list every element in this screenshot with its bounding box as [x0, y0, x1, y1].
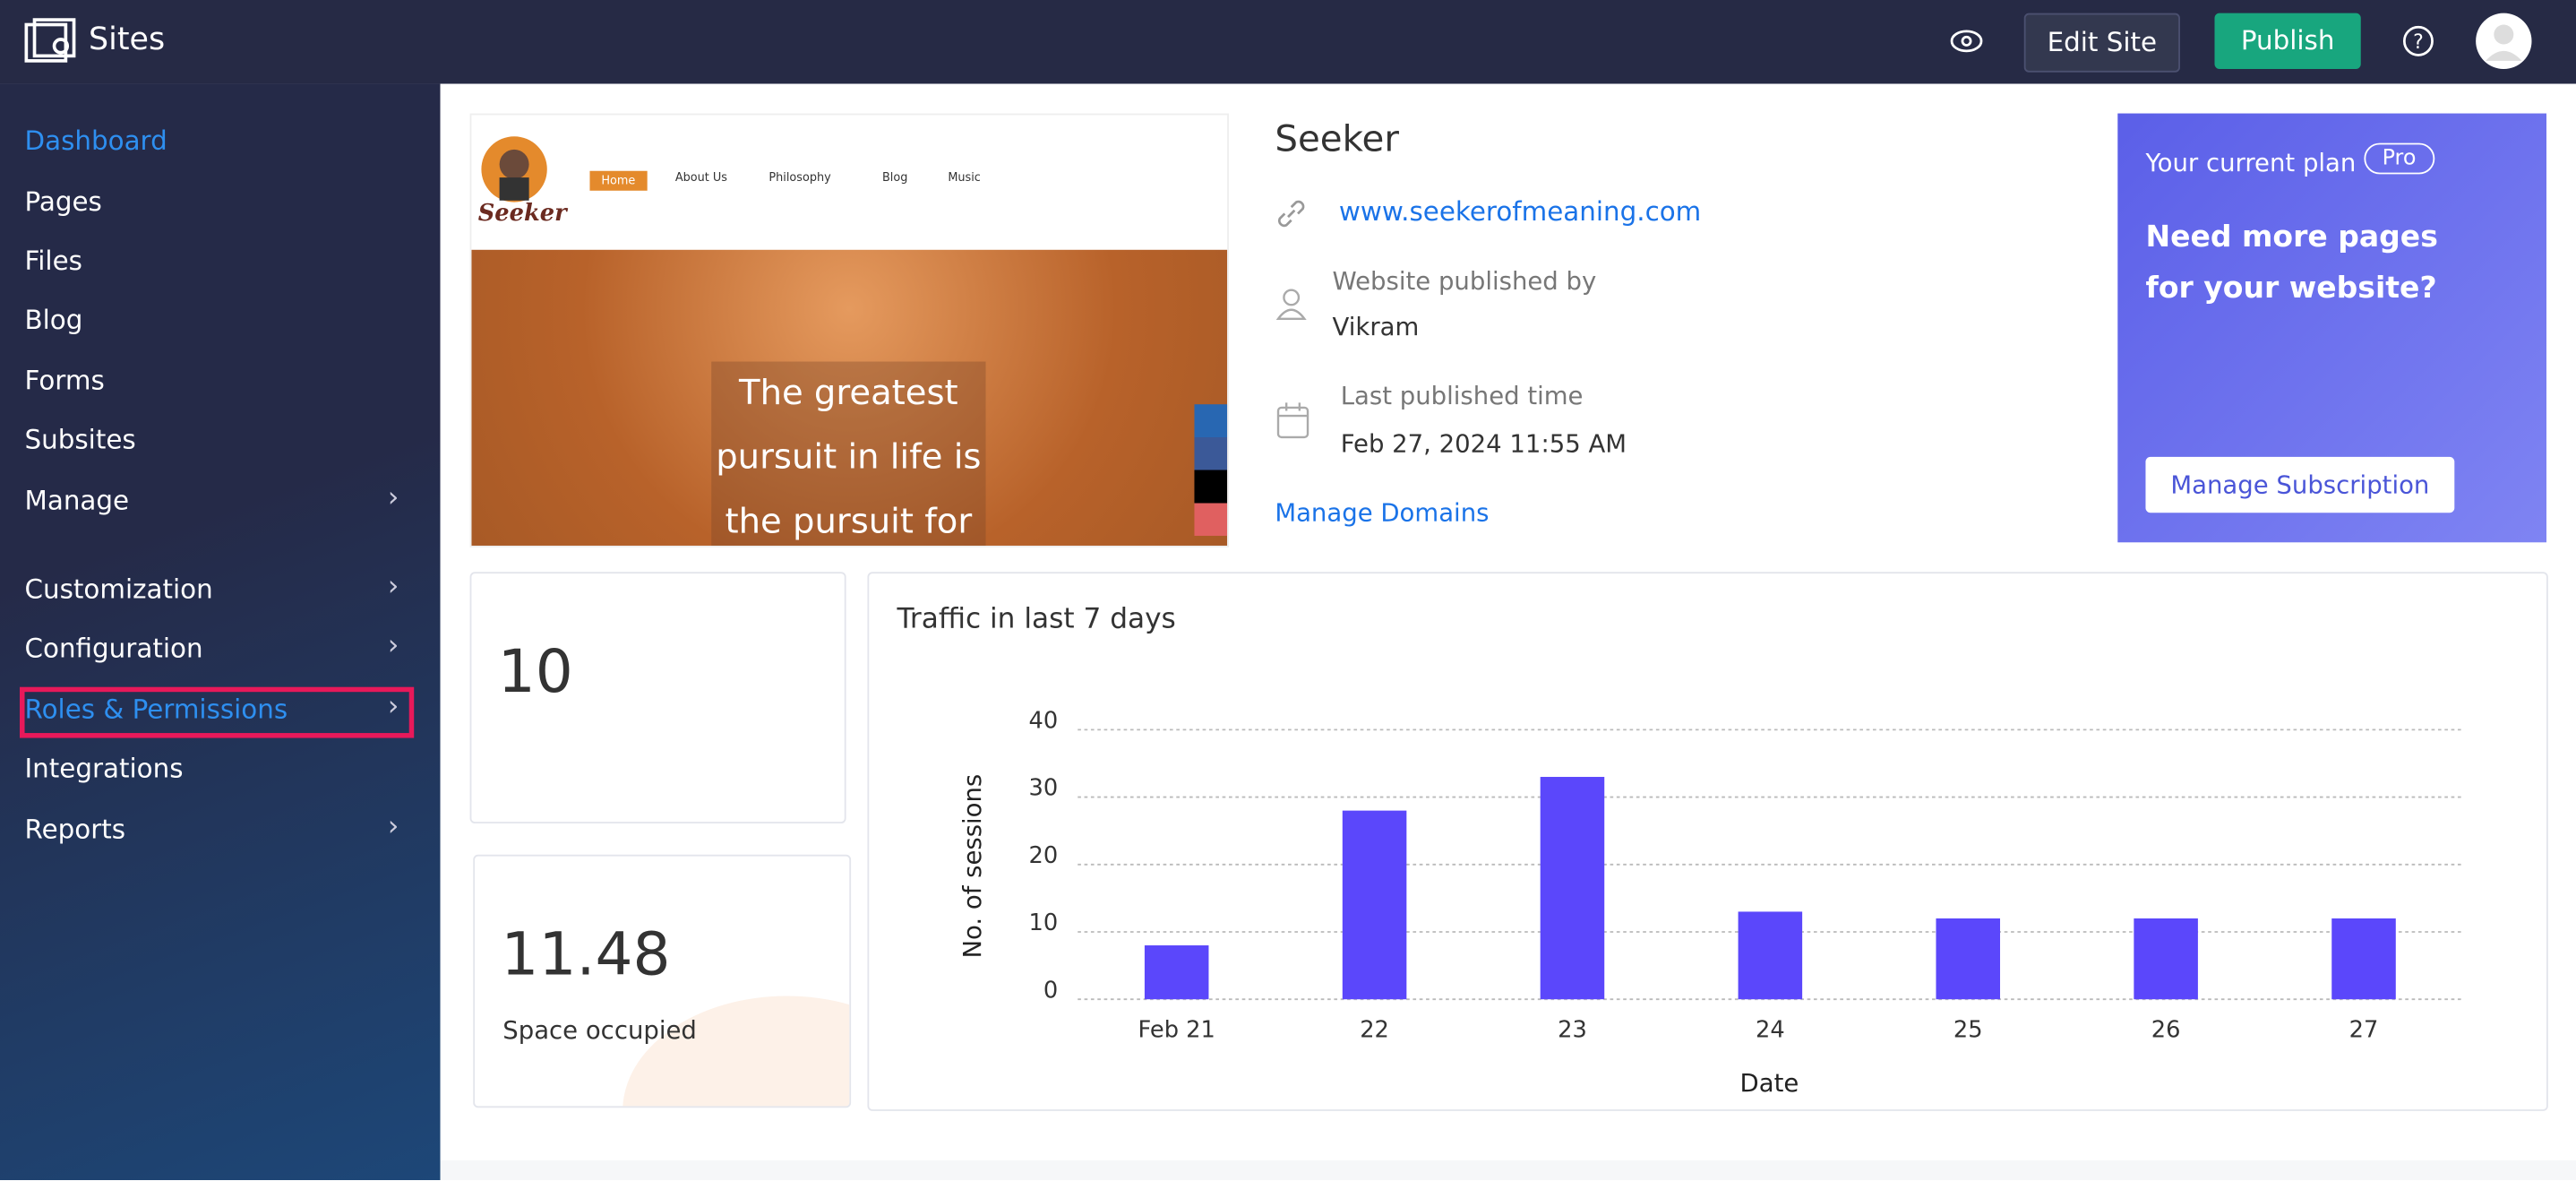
chart: Traffic in last 7 days Date No. of sessi…: [896, 603, 2463, 1098]
nav-item[interactable]: Files: [24, 245, 82, 277]
manage-domains[interactable]: Manage Domains: [1275, 497, 1490, 528]
space-label: Space occupied: [502, 1015, 697, 1046]
space-card: 11.48 Space occupied: [473, 854, 852, 1108]
bar: [1144, 945, 1209, 1000]
chevron: ›: [387, 481, 399, 515]
chart-title: Traffic in last 7 days: [896, 603, 1175, 635]
y-tick-label: 20: [1029, 842, 1059, 869]
pages-count: 10: [497, 639, 573, 707]
y-tick-label: 40: [1029, 708, 1059, 735]
published-by-label: Website published by: [1332, 266, 1597, 297]
nav-item[interactable]: Blog: [24, 304, 83, 336]
nav-item[interactable]: Forms: [24, 365, 105, 397]
nav-item[interactable]: Manage: [24, 485, 130, 516]
nav-item[interactable]: Customization: [24, 573, 213, 605]
nav-item[interactable]: Roles & Permissions: [24, 694, 288, 725]
bar: [1936, 918, 2001, 1000]
preview-menu-item: Blog: [881, 170, 908, 185]
y-tick-label: 30: [1029, 775, 1059, 802]
nav-item[interactable]: Pages: [24, 185, 102, 218]
x-tick-label: 24: [1756, 1016, 1785, 1043]
bar: [2134, 918, 2198, 1000]
site-name: Seeker: [1275, 119, 1399, 161]
avatar[interactable]: [2474, 12, 2533, 71]
bar: [1540, 777, 1605, 1000]
plan-label: Your current plan: [2145, 148, 2357, 178]
logo: [24, 18, 76, 63]
calendar-icon: [1276, 402, 1309, 439]
bar: [2331, 918, 2396, 1000]
y-tick-label: 10: [1029, 909, 1059, 936]
user-icon: [1275, 289, 1307, 321]
x-tick-label: 22: [1360, 1016, 1389, 1043]
x-tick-label: 27: [2349, 1016, 2379, 1043]
preview-menu-item: Philosophy: [769, 170, 831, 185]
plan-card: Your current plan Pro Need more pages fo…: [2117, 113, 2547, 543]
x-tick-label: 25: [1953, 1016, 1983, 1043]
x-tick-label: 23: [1558, 1016, 1587, 1043]
time-label: Last published time: [1340, 381, 1584, 411]
preview-menu-item: About Us: [674, 170, 728, 185]
pages-card: 10: [469, 572, 846, 823]
plan-tier: Pro: [2364, 142, 2434, 175]
nav-item[interactable]: Integrations: [24, 753, 184, 784]
nav-item[interactable]: Configuration: [24, 633, 203, 665]
preview-logo-text: Seeker: [477, 200, 567, 228]
hero-text: The greatest pursuit in life is the purs…: [711, 361, 986, 546]
decor: [623, 996, 850, 1107]
svg-text:?: ?: [2413, 31, 2424, 54]
published-by: Vikram: [1332, 312, 1420, 342]
x-tick-label: Feb 21: [1138, 1016, 1215, 1043]
highlight: [20, 686, 415, 738]
top-bar: Sites Edit Site Publish ?: [0, 0, 2576, 84]
bar: [1738, 911, 1803, 1000]
chevron: ›: [387, 570, 399, 604]
plan-pitch: Need more pages for your website?: [2145, 220, 2438, 306]
chevron: ›: [387, 810, 399, 843]
y-tick-label: 0: [1043, 977, 1058, 1004]
chevron: ›: [387, 690, 399, 724]
site-preview: Seeker The greatest pursuit in life is t…: [469, 113, 1229, 547]
space-value: 11.48: [501, 921, 671, 990]
preview-menu-item: Home: [589, 170, 648, 191]
published-time: Feb 27, 2024 11:55 AM: [1340, 428, 1627, 459]
app-title: Sites: [89, 21, 166, 58]
preview-menu-item: Music: [948, 170, 981, 185]
preview-logo: [481, 136, 547, 203]
sidebar: [0, 83, 441, 1180]
help-icon[interactable]: ?: [2400, 23, 2436, 59]
edit-button[interactable]: Edit Site: [2023, 13, 2180, 73]
hero: [471, 249, 1228, 546]
nav-item[interactable]: Reports: [24, 813, 126, 845]
nav-item[interactable]: Subsites: [24, 424, 136, 456]
x-axis-label: Date: [1740, 1069, 1799, 1098]
publish-button[interactable]: Publish: [2214, 13, 2361, 70]
link-icon: [1277, 200, 1305, 228]
social-bar: [1194, 404, 1228, 536]
nav-item[interactable]: Dashboard: [24, 125, 167, 157]
chart-card: Traffic in last 7 days Date No. of sessi…: [867, 572, 2548, 1111]
site-url[interactable]: www.seekerofmeaning.com: [1338, 195, 1702, 228]
preview-icon[interactable]: [1948, 26, 1984, 56]
y-axis-label: No. of sessions: [958, 774, 987, 959]
chevron: ›: [387, 629, 399, 663]
x-tick-label: 26: [2151, 1016, 2181, 1043]
bar: [1342, 810, 1407, 1000]
subscription-button[interactable]: Manage Subscription: [2145, 456, 2455, 513]
